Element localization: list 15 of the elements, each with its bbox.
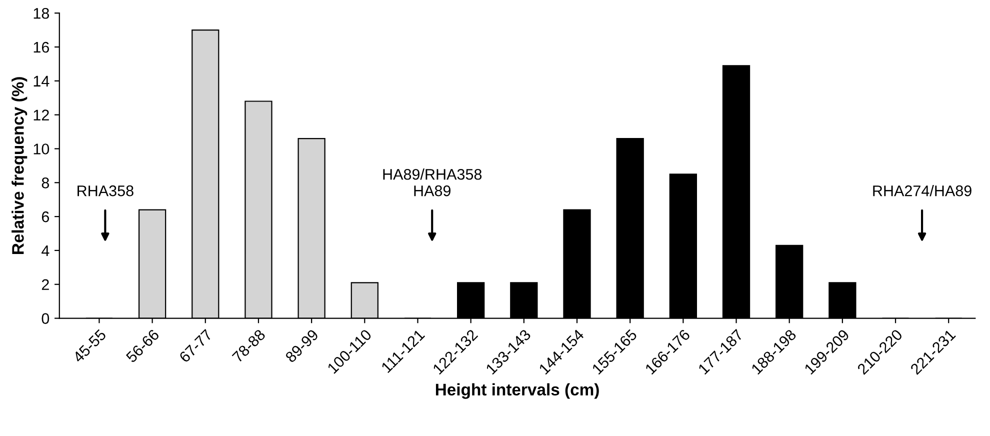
y-tick-label: 0 <box>42 313 50 324</box>
annotation: HA89/RHA358 HA89 <box>383 168 482 196</box>
annotation: RHA358 <box>78 185 134 196</box>
y-tick-label: 6 <box>42 211 50 222</box>
y-tick-label: 16 <box>34 42 50 53</box>
y-tick-label: 18 <box>34 8 50 19</box>
annotation: RHA274/HA89 <box>873 185 972 196</box>
y-axis-title: Relative frequency (%) <box>12 77 28 254</box>
y-tick-label: 2 <box>42 279 49 290</box>
y-tick-label: 14 <box>34 76 50 86</box>
y-tick-label: 4 <box>42 245 50 256</box>
x-axis-title: Height intervals (cm) <box>436 383 599 399</box>
y-tick-label: 10 <box>34 144 50 154</box>
y-tick-label: 8 <box>42 178 50 188</box>
y-tick-label: 12 <box>34 110 49 120</box>
